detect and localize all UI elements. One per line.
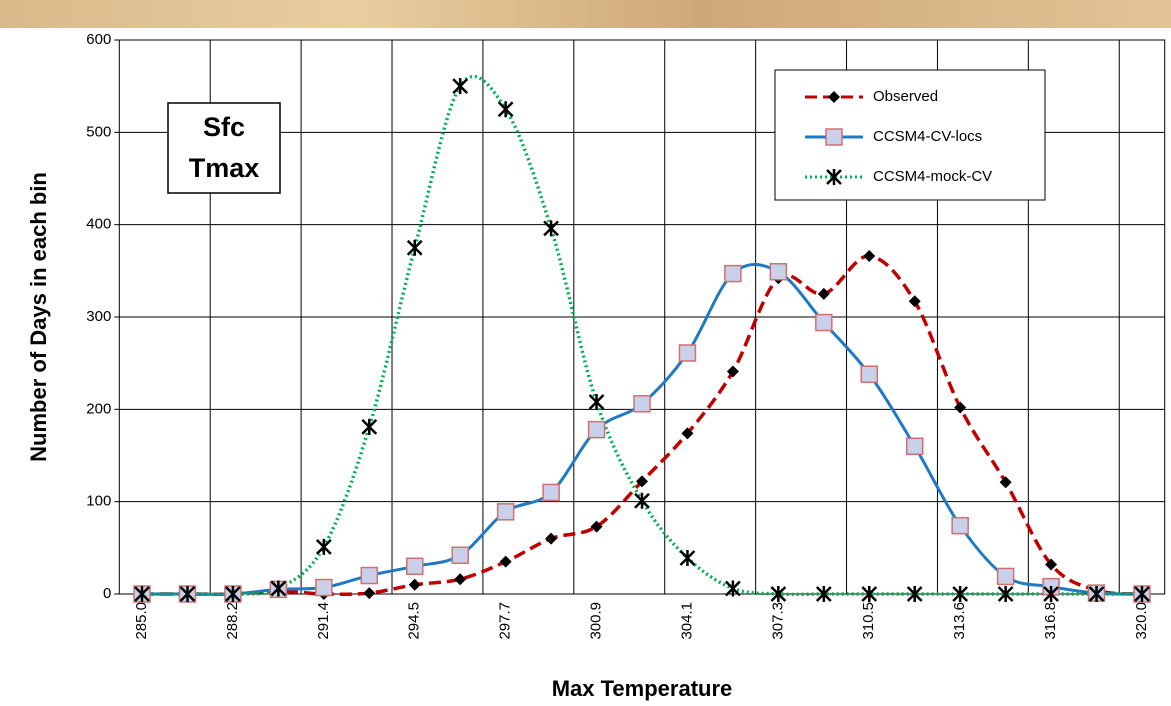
legend-label: CCSM4-CV-locs xyxy=(873,128,982,145)
marker xyxy=(816,315,832,331)
x-tick-label: 316.8 xyxy=(1042,602,1059,640)
x-tick-label: 304.1 xyxy=(678,602,695,640)
marker xyxy=(634,396,650,412)
header-texture xyxy=(0,0,1171,28)
y-tick-label: 600 xyxy=(86,31,111,48)
marker xyxy=(770,264,786,280)
marker xyxy=(907,438,923,454)
x-tick-label: 297.7 xyxy=(497,602,514,640)
marker xyxy=(861,366,877,382)
y-tick-label: 300 xyxy=(86,308,111,325)
chart: Number of Days in each bin Max Temperatu… xyxy=(0,0,1171,706)
x-axis-title: Max Temperature xyxy=(552,676,733,701)
marker xyxy=(452,547,468,563)
legend-label: Observed xyxy=(873,88,938,105)
annotation-text: Sfc xyxy=(203,112,245,142)
marker xyxy=(725,266,741,282)
marker xyxy=(361,568,377,584)
x-tick-label: 307.3 xyxy=(769,602,786,640)
annotation: Sfc Tmax xyxy=(168,103,280,193)
legend-label: CCSM4-mock-CV xyxy=(873,168,992,185)
marker xyxy=(407,558,423,574)
x-tick-label: 320.0 xyxy=(1133,602,1150,640)
x-tick-label: 313.6 xyxy=(951,602,968,640)
marker xyxy=(498,504,514,520)
marker xyxy=(998,568,1014,584)
marker xyxy=(316,580,332,596)
annotation-text: Tmax xyxy=(189,153,260,183)
y-tick-label: 500 xyxy=(86,123,111,140)
marker xyxy=(826,129,842,145)
x-tick-label: 285.0 xyxy=(133,602,150,640)
y-tick-label: 100 xyxy=(86,493,111,510)
y-axis-title: Number of Days in each bin xyxy=(26,172,51,462)
legend: Observed CCSM4-CV-locs CCSM4-mock-CV xyxy=(775,70,1045,200)
x-tick-label: 294.5 xyxy=(406,602,423,640)
marker xyxy=(679,345,695,361)
x-tick-label: 291.4 xyxy=(315,602,332,640)
x-tick-label: 288.2 xyxy=(224,602,241,640)
y-tick-label: 400 xyxy=(86,216,111,233)
y-tick-label: 0 xyxy=(103,585,111,602)
x-tick-label: 300.9 xyxy=(588,602,605,640)
marker xyxy=(952,518,968,534)
x-tick-label: 310.5 xyxy=(860,602,877,640)
marker xyxy=(543,484,559,500)
y-tick-label: 200 xyxy=(86,400,111,417)
marker xyxy=(589,422,605,438)
